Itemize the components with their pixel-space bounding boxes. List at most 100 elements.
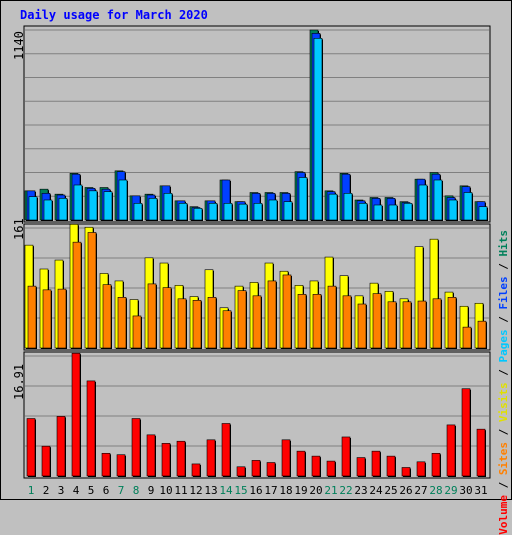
bar-sites-day-29 (447, 297, 457, 349)
bar-pages-day-31 (478, 206, 488, 221)
bar-pages-day-11 (178, 203, 188, 221)
x-tick-label: 28 (429, 484, 443, 497)
legend-separator: / (497, 422, 510, 442)
bar-pages-day-24 (373, 204, 383, 221)
bar-pages-day-6 (103, 191, 113, 221)
bar-volume-day-3 (56, 416, 66, 477)
bar-pages-day-30 (463, 192, 473, 221)
bar-pages-day-17 (268, 199, 278, 221)
bar-sites-day-9 (147, 283, 157, 349)
bar-sites-day-5 (87, 232, 97, 349)
bar-pages-day-15 (238, 203, 248, 221)
bar-volume-day-14 (221, 423, 231, 477)
bar-pages-day-22 (343, 193, 353, 221)
x-tick-label: 23 (354, 484, 368, 497)
bar-volume-day-24 (371, 450, 381, 477)
bar-pages-day-13 (208, 203, 218, 221)
x-tick-label: 30 (459, 484, 473, 497)
bar-pages-day-1 (28, 196, 38, 221)
bars (24, 29, 488, 477)
y-max-label-hits: 1140 (12, 31, 26, 60)
usage-chart (0, 0, 512, 500)
chart-title: Daily usage for March 2020 (20, 8, 208, 22)
bar-sites-day-28 (432, 298, 442, 349)
bar-sites-day-25 (387, 301, 397, 349)
bar-volume-day-28 (431, 452, 441, 477)
bar-volume-day-22 (341, 436, 351, 477)
bar-pages-day-10 (163, 193, 173, 221)
bar-volume-day-16 (251, 460, 261, 477)
bar-volume-day-6 (101, 452, 111, 477)
x-tick-label: 15 (234, 484, 248, 497)
bar-sites-day-4 (72, 241, 82, 349)
x-tick-label: 20 (309, 484, 323, 497)
x-tick-label: 19 (294, 484, 308, 497)
bar-sites-day-11 (177, 298, 187, 349)
bar-pages-day-18 (283, 201, 293, 221)
bar-sites-day-22 (342, 295, 352, 349)
bar-volume-day-7 (116, 454, 126, 477)
bar-pages-day-2 (43, 199, 53, 221)
bar-pages-day-14 (223, 203, 233, 221)
legend: Volume / Sites / Visits / Pages / Files … (497, 230, 510, 535)
bar-pages-day-4 (73, 184, 83, 221)
bar-volume-day-5 (86, 380, 96, 477)
x-tick-label: 29 (444, 484, 458, 497)
bar-volume-day-12 (191, 463, 201, 477)
bar-volume-day-27 (416, 461, 426, 477)
bar-pages-day-7 (118, 179, 128, 221)
x-tick-label: 25 (384, 484, 398, 497)
x-tick-label: 24 (369, 484, 383, 497)
bar-pages-day-23 (358, 203, 368, 221)
bar-pages-day-29 (448, 199, 458, 221)
x-tick-label: 16 (249, 484, 263, 497)
x-tick-label: 4 (72, 484, 80, 497)
x-tick-label: 13 (204, 484, 218, 497)
bar-pages-day-3 (58, 198, 68, 221)
x-tick-label: 14 (219, 484, 233, 497)
bar-pages-day-25 (388, 204, 398, 221)
x-tick-label: 31 (474, 484, 488, 497)
bar-volume-day-10 (161, 443, 171, 477)
legend-sites: Sites (497, 442, 510, 476)
bar-sites-day-14 (222, 310, 232, 349)
x-tick-label: 12 (189, 484, 203, 497)
bar-sites-day-19 (297, 294, 307, 349)
x-tick-label: 11 (174, 484, 188, 497)
bar-sites-day-17 (267, 280, 277, 349)
x-tick-label: 27 (414, 484, 428, 497)
legend-separator: / (497, 362, 510, 383)
bar-sites-day-24 (372, 293, 382, 349)
x-tick-label: 17 (264, 484, 278, 497)
x-tick-label: 21 (324, 484, 338, 497)
bar-sites-day-8 (132, 315, 142, 349)
legend-files: Files (497, 276, 510, 310)
x-tick-label: 2 (42, 484, 50, 497)
bar-volume-day-2 (41, 445, 51, 477)
x-tick-label: 10 (159, 484, 173, 497)
bar-volume-day-23 (356, 457, 366, 477)
bar-pages-day-19 (298, 177, 308, 221)
bar-sites-day-18 (282, 274, 292, 349)
x-tick-label: 5 (87, 484, 95, 497)
bar-volume-day-4 (71, 352, 81, 477)
x-tick-label: 8 (132, 484, 140, 497)
bar-volume-day-20 (311, 455, 321, 477)
bar-sites-day-12 (192, 299, 202, 349)
bar-sites-day-31 (477, 320, 487, 349)
x-tick-label: 1 (27, 484, 35, 497)
legend-hits: Hits (497, 230, 510, 257)
bar-sites-day-1 (27, 285, 37, 349)
y-max-label-visits: 161 (12, 218, 26, 240)
bar-sites-day-20 (312, 294, 322, 349)
legend-separator: / (497, 309, 510, 330)
legend-separator: / (497, 256, 510, 277)
y-max-label-volume: 16.91 (12, 363, 26, 400)
x-tick-label: 3 (57, 484, 65, 497)
bar-volume-day-26 (401, 467, 411, 477)
bar-pages-day-27 (418, 184, 428, 221)
x-tick-label: 18 (279, 484, 293, 497)
bar-sites-day-27 (417, 300, 427, 349)
bar-volume-day-29 (446, 424, 456, 477)
x-tick-label: 9 (147, 484, 155, 497)
